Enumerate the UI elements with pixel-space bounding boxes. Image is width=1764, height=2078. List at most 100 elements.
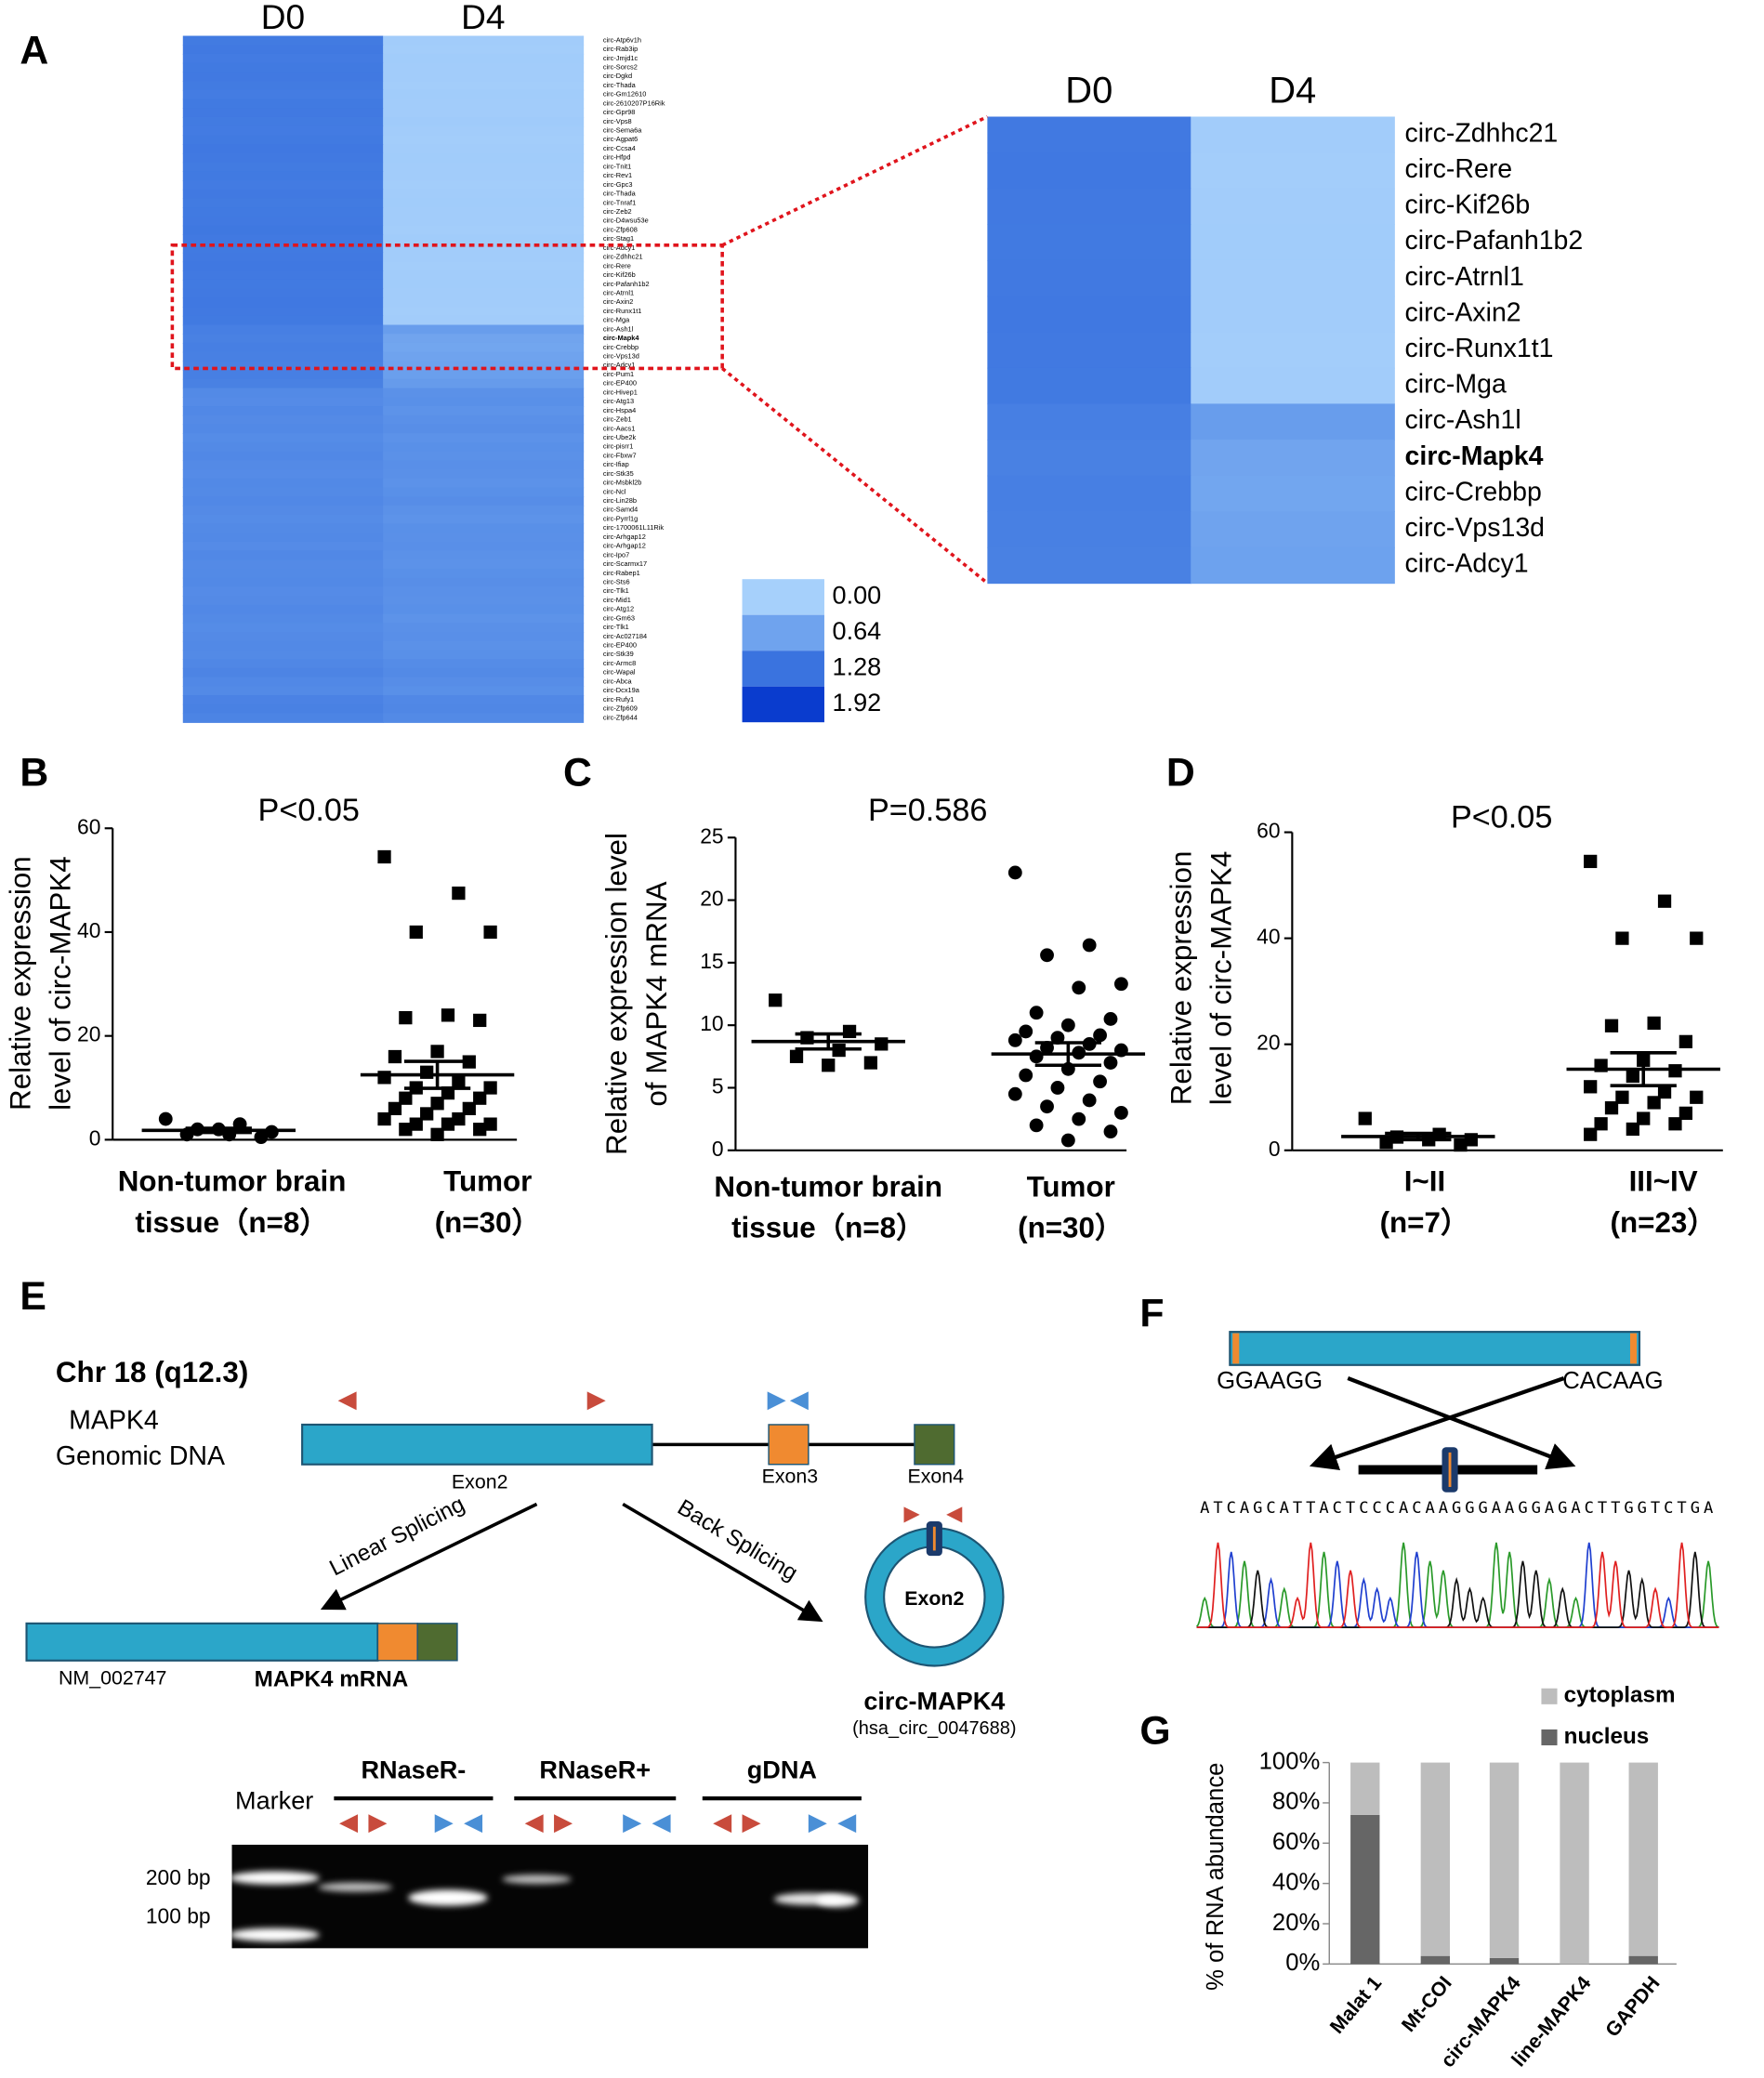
sequence-base: C xyxy=(1333,1499,1342,1518)
sequence-base: G xyxy=(1532,1499,1541,1518)
data-point xyxy=(1678,1034,1692,1048)
heatmap-cell xyxy=(987,403,1191,441)
heatmap-cell xyxy=(182,324,384,335)
heatmap-cell xyxy=(383,667,585,678)
x-tick-label: Non-tumor brain xyxy=(714,1170,942,1203)
data-point xyxy=(1082,1093,1097,1108)
heatmap-cell xyxy=(182,604,384,615)
primer-arrow xyxy=(623,1814,642,1834)
data-point xyxy=(789,1049,804,1063)
heatmap-cell xyxy=(1191,403,1395,441)
heatmap-cell xyxy=(383,487,585,497)
heatmap-cell xyxy=(383,53,585,64)
heatmap-cell xyxy=(1191,440,1395,477)
heatmap-cell xyxy=(182,414,384,426)
row-label: circ-Aacs1 xyxy=(603,424,636,432)
primer-arrow xyxy=(837,1814,857,1834)
row-label: circ-Gm63 xyxy=(603,613,635,622)
colorbar-label: 1.28 xyxy=(833,652,882,681)
heatmap-cell xyxy=(383,72,585,82)
sequence-base: G xyxy=(1624,1499,1633,1518)
row-label: circ-Zeb2 xyxy=(603,207,632,216)
data-point xyxy=(842,1024,857,1039)
sem-bar xyxy=(1610,1051,1677,1087)
heatmap-cell xyxy=(182,307,384,317)
row-label: circ-Rab3ip xyxy=(603,45,638,53)
heatmap-cell xyxy=(182,171,384,181)
row-label: circ-Ipo7 xyxy=(603,550,629,559)
row-label: circ-Crebbp xyxy=(603,343,638,351)
sequence-base: A xyxy=(1571,1499,1580,1518)
heatmap-cell xyxy=(383,180,585,191)
heatmap-cell xyxy=(383,234,585,244)
colorbar-swatch xyxy=(742,686,824,723)
data-point xyxy=(399,1091,413,1105)
row-label: circ-Ccsa4 xyxy=(603,144,636,152)
row-label: circ-Adcy1 xyxy=(603,243,636,252)
heatmap-cell xyxy=(182,433,384,443)
heatmap-cell xyxy=(383,45,585,55)
sequence-base: T xyxy=(1293,1499,1302,1518)
arrow xyxy=(622,1502,823,1623)
circ-label: circ-MAPK4 xyxy=(863,1687,1005,1716)
heatmap-cell xyxy=(182,704,384,715)
chromosome-label: Chr 18 (q12.3) xyxy=(56,1356,248,1388)
data-point xyxy=(420,1107,434,1121)
y-axis-label: level of circ-MAPK4 xyxy=(44,856,76,1111)
data-point xyxy=(399,1123,413,1137)
heatmap-cell xyxy=(182,99,384,109)
row-label: circ-Lin28b xyxy=(603,496,637,505)
sem-bar xyxy=(1034,1041,1102,1068)
heatmap-cell xyxy=(383,424,585,434)
heatmap-cell xyxy=(182,261,384,271)
zoom-box xyxy=(170,243,724,371)
data-point xyxy=(1637,1111,1651,1125)
mrna-label: MAPK4 mRNA xyxy=(255,1667,409,1692)
y-tick-label: 5 xyxy=(712,1074,724,1098)
heatmap-cell xyxy=(383,451,585,462)
gel-band xyxy=(408,1889,488,1906)
heatmap-cell xyxy=(383,342,585,353)
heatmap-cell xyxy=(182,116,384,127)
row-label: circ-Pafanh1b2 xyxy=(603,280,650,288)
sequence-base: G xyxy=(1518,1499,1527,1518)
heatmap-cell xyxy=(182,650,384,660)
heatmap-cell xyxy=(383,695,585,705)
heatmap-cell xyxy=(182,207,384,217)
colorbar-swatch xyxy=(742,651,824,687)
heatmap-cell xyxy=(383,460,585,470)
row-label: circ-Vps13d xyxy=(603,352,639,361)
heatmap-cell xyxy=(182,342,384,353)
heatmap-cell xyxy=(1191,296,1395,333)
heatmap-cell xyxy=(182,81,384,91)
heatmap-cell xyxy=(383,533,585,543)
heatmap-cell xyxy=(383,469,585,480)
exon-label: Exon3 xyxy=(762,1466,819,1488)
data-point xyxy=(1060,1018,1075,1032)
heatmap-cell xyxy=(182,35,384,46)
heatmap-cell xyxy=(182,370,384,380)
sequence-base: A xyxy=(1319,1499,1328,1518)
primer-arrow xyxy=(464,1814,483,1834)
heatmap-cell xyxy=(182,406,384,416)
panel-label: C xyxy=(563,751,592,796)
heatmap-cell xyxy=(987,511,1191,548)
data-point xyxy=(1072,1111,1086,1126)
heatmap-cell xyxy=(987,188,1191,226)
data-point xyxy=(1082,938,1097,953)
row-label: circ-Ash1l xyxy=(603,324,634,333)
bar-segment xyxy=(1350,1814,1380,1965)
data-point xyxy=(430,1097,444,1111)
bar-segment xyxy=(1560,1762,1589,1965)
heatmap-cell xyxy=(182,53,384,64)
data-point xyxy=(377,1071,391,1085)
data-point xyxy=(158,1111,173,1126)
gel-lane-label: gDNA xyxy=(747,1756,817,1784)
row-label: circ-Ncl xyxy=(603,487,626,495)
row-label: circ-Crebbp xyxy=(1405,477,1542,506)
heatmap-cell xyxy=(383,89,585,100)
heatmap-cell xyxy=(383,541,585,552)
heatmap-cell xyxy=(182,361,384,371)
mrna-exon xyxy=(376,1623,418,1662)
exon xyxy=(301,1423,653,1466)
